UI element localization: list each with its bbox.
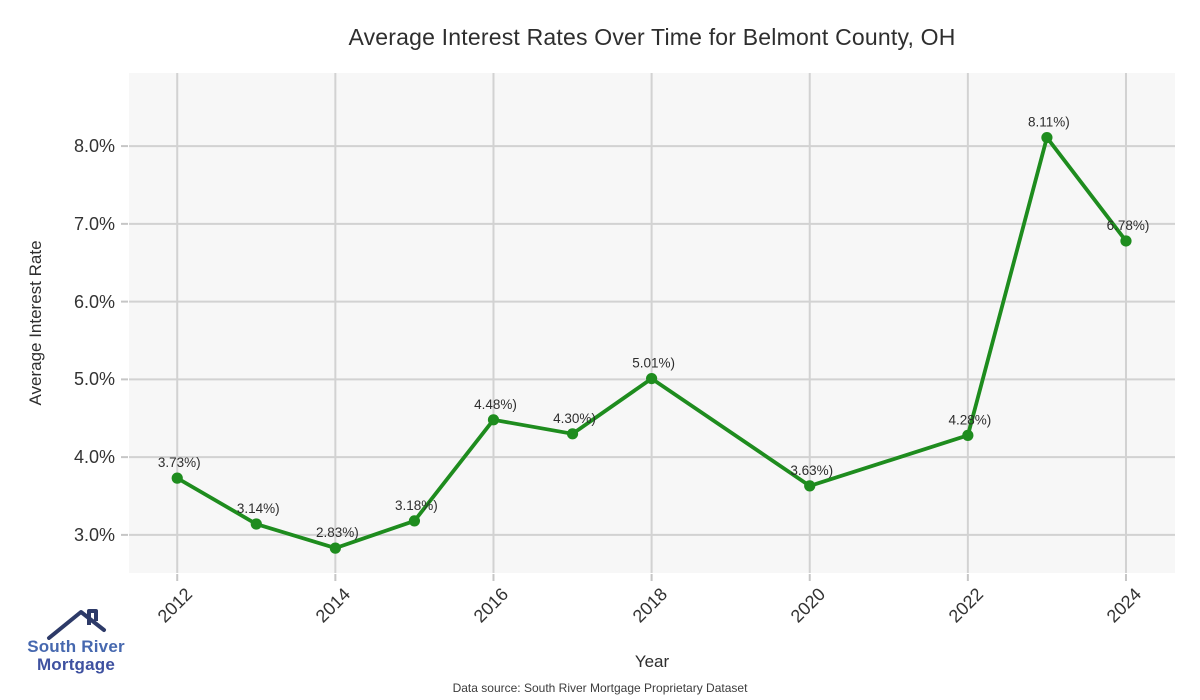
x-axis-tick-label: 2022 [944, 584, 988, 627]
data-point-label: 4.28%) [948, 412, 991, 427]
data-point-label: 4.48%) [474, 397, 517, 412]
data-point [566, 428, 579, 440]
y-axis-tick-label: 8.0% [73, 136, 115, 157]
data-point [250, 518, 262, 530]
x-axis-tick-label: 2016 [470, 584, 513, 627]
data-point [408, 515, 421, 527]
data-point [329, 542, 341, 554]
x-axis-tick-label: 2012 [153, 584, 197, 627]
x-axis-tick-label: 2018 [628, 584, 671, 627]
data-point-label: 5.01%) [632, 356, 675, 371]
logo-text-south-river: South River [27, 637, 125, 656]
house-roof-icon [47, 609, 106, 640]
data-point [171, 472, 183, 484]
line-chart-svg: 3.73%) 3.14%) 2.83%) 3.18%) 4.48%) 4.30%) 5.01… [121, 73, 1175, 581]
data-point [646, 372, 658, 385]
data-point [962, 429, 974, 441]
data-point-label: 8.11%) [1028, 115, 1070, 130]
y-axis-tick-label: 6.0% [73, 291, 115, 312]
data-point [1041, 131, 1053, 144]
data-point-label: 3.18%) [395, 498, 438, 513]
x-axis-tick-label: 2014 [312, 584, 355, 627]
x-axis-tick-label: 2024 [1102, 584, 1146, 627]
data-point-label: 2.83%) [316, 525, 359, 540]
data-point-label: 3.63%) [790, 463, 833, 478]
plot-area: 3.73%) 3.14%) 2.83%) 3.18%) 4.48%) 4.30%) 5.01… [121, 73, 1175, 581]
south-river-mortgage-logo: South River Mortgage [18, 606, 134, 674]
y-axis-tick-label: 5.0% [73, 369, 115, 390]
y-axis-tick-label: 3.0% [73, 524, 115, 545]
data-point-label: 6.78%) [1107, 218, 1150, 233]
logo-text-mortgage: Mortgage [36, 655, 116, 674]
x-axis-tick-label: 2020 [786, 584, 829, 627]
y-axis-tick-label: 7.0% [73, 213, 115, 234]
data-point-label: 3.73%) [158, 455, 201, 470]
chart-title: Average Interest Rates Over Time for Bel… [348, 24, 956, 50]
data-point-label: 4.30%) [553, 411, 596, 426]
data-source-note: Data source: South River Mortgage Propri… [452, 681, 748, 695]
data-point-label: 3.14%) [237, 501, 280, 516]
data-point [804, 480, 816, 492]
x-axis-title: Year [634, 652, 670, 671]
data-point [1120, 235, 1132, 247]
y-axis-tick-label: 4.0% [73, 447, 115, 468]
data-point [487, 414, 500, 426]
